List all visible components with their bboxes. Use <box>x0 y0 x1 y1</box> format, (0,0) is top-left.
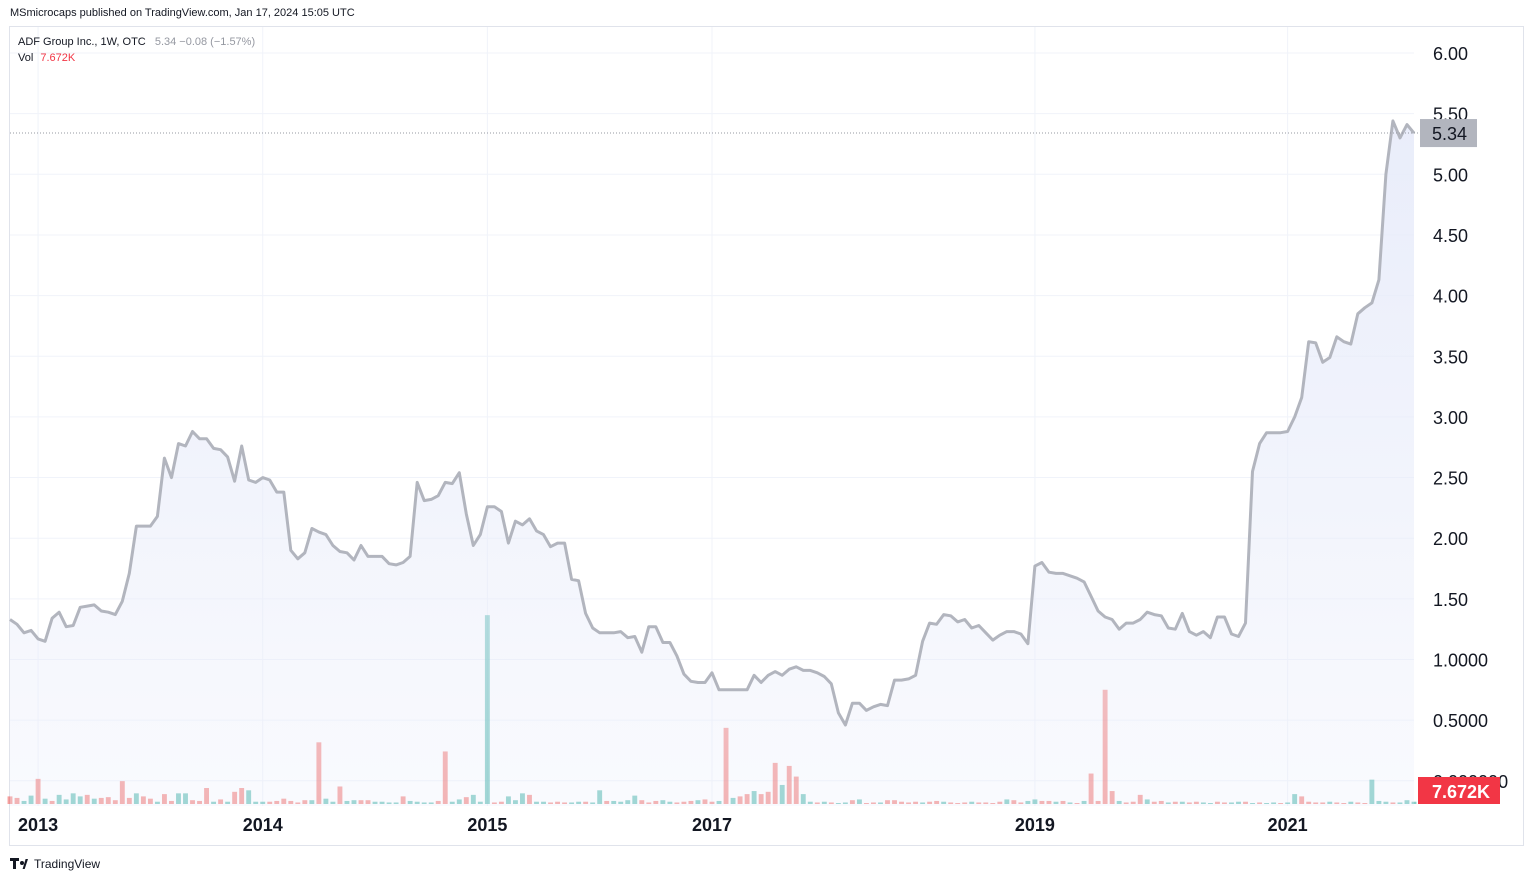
price-tick-label: 4.50 <box>1433 226 1468 246</box>
legend-symbol[interactable]: ADF Group Inc., 1W, OTC <box>18 36 146 48</box>
last-price-label: 5.34 <box>1432 124 1467 144</box>
publisher-line: MSmicrocaps published on TradingView.com… <box>10 7 355 19</box>
price-tick-label: 3.00 <box>1433 408 1468 428</box>
price-tick-label: 3.50 <box>1433 347 1468 367</box>
price-line <box>9 119 1416 727</box>
price-tick-label: 6.00 <box>1433 44 1468 64</box>
footer-brand-label: TradingView <box>34 857 101 871</box>
time-tick-label: 2019 <box>1015 815 1055 835</box>
price-area-fill <box>10 120 1414 806</box>
legend-values: 5.34 −0.08 (−1.57%) <box>154 36 256 48</box>
legend-vol-value: 7.672K <box>40 52 76 64</box>
price-axis: 6.005.505.004.504.003.503.002.502.001.50… <box>1433 44 1508 792</box>
price-tick-label: 2.50 <box>1433 469 1468 489</box>
footer-brand[interactable]: TradingView <box>10 857 100 871</box>
price-tick-label: 2.00 <box>1433 529 1468 549</box>
price-tick-label: 1.0000 <box>1433 651 1488 671</box>
price-tick-label: 4.00 <box>1433 287 1468 307</box>
price-tick-label: 1.50 <box>1433 590 1468 610</box>
price-tick-label: 5.00 <box>1433 165 1468 185</box>
time-axis: 2013201420152017201920212022Jul202 <box>18 815 1308 835</box>
chart-frame <box>9 26 1524 846</box>
time-tick-label: 2014 <box>243 815 283 835</box>
legend-vol-label[interactable]: Vol <box>18 52 34 64</box>
time-tick-label: 2013 <box>18 815 58 835</box>
volume-badge <box>1418 777 1500 804</box>
time-tick-label: 2021 <box>1268 815 1308 835</box>
tradingview-logo-icon <box>10 858 30 870</box>
price-area <box>9 119 1416 806</box>
time-tick-label: 2017 <box>692 815 732 835</box>
chart-legend: ADF Group Inc., 1W, OTC 5.34 −0.08 (−1.5… <box>18 34 255 66</box>
last-price-badge <box>1420 119 1477 148</box>
volume-badge-label: 7.672K <box>1432 782 1490 802</box>
price-tick-label: 0.5000 <box>1433 711 1488 731</box>
time-tick-label: 2015 <box>467 815 507 835</box>
price-badges: 5.34 7.672K <box>10 119 1500 804</box>
